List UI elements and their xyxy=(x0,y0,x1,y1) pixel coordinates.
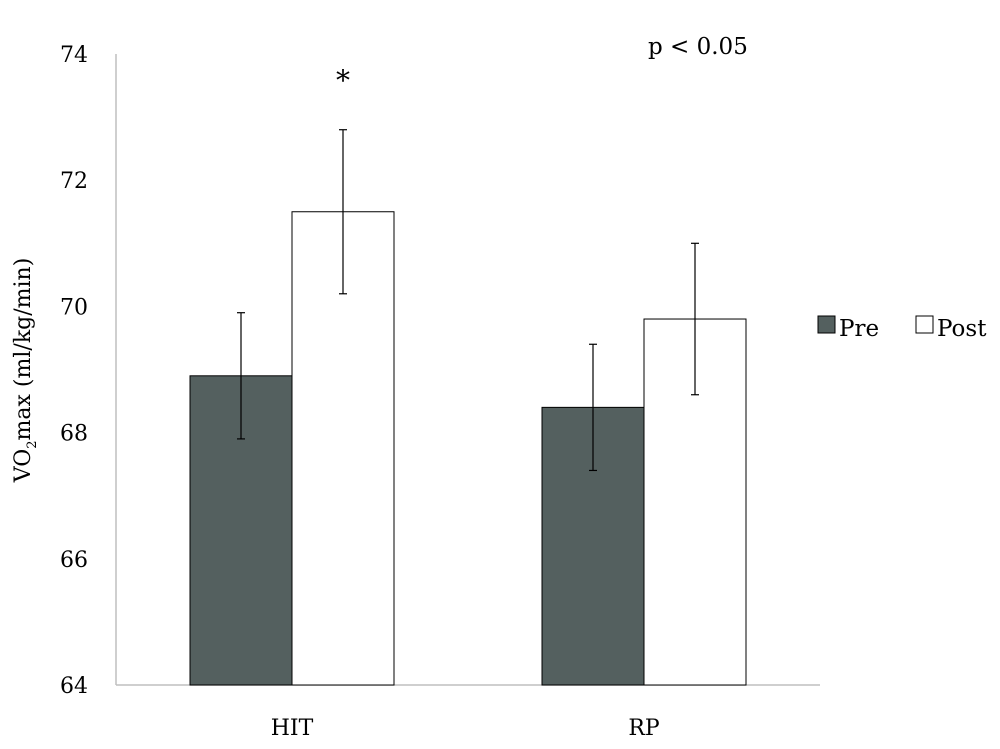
y-tick-label: 66 xyxy=(60,548,88,573)
bar-pre-rp xyxy=(541,406,645,686)
error-bar xyxy=(691,242,699,396)
x-tick-label: HIT xyxy=(271,716,314,741)
error-bar xyxy=(237,312,245,440)
plot-area: 64 66 68 70 72 74 HIT RP * Pre Post xyxy=(60,43,987,741)
y-axis-label-subscript: 2 xyxy=(25,440,40,448)
y-axis-label-part: VO xyxy=(11,449,36,484)
y-axis-label-part: max (ml/kg/min) xyxy=(11,258,36,441)
y-tick-label: 64 xyxy=(60,674,88,699)
x-tick-label: RP xyxy=(628,716,660,741)
error-bar xyxy=(339,129,347,295)
y-tick-label: 72 xyxy=(60,169,88,194)
y-tick-label: 74 xyxy=(60,43,88,68)
legend-label-post: Post xyxy=(937,316,987,342)
legend-swatch-post xyxy=(915,315,934,334)
y-tick-label: 68 xyxy=(60,422,88,447)
legend-swatch-pre xyxy=(817,315,836,334)
legend: Pre Post xyxy=(817,315,987,342)
legend-label-pre: Pre xyxy=(839,316,879,342)
y-tick-label: 70 xyxy=(60,295,88,320)
significance-star: * xyxy=(336,64,350,97)
error-bar xyxy=(589,343,597,472)
y-axis-label: VO2max (ml/kg/min) xyxy=(11,258,40,484)
significance-note: p < 0.05 xyxy=(648,34,748,60)
